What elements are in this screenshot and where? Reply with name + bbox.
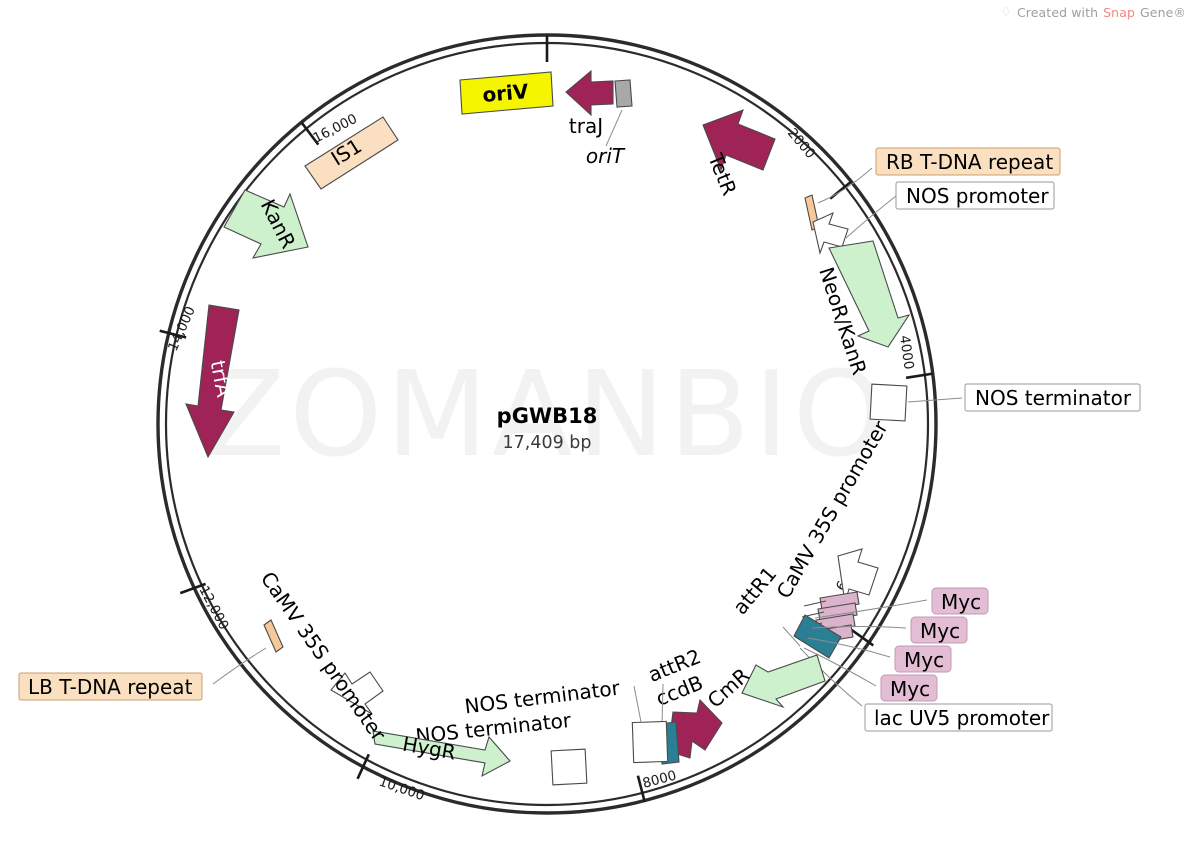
- feature-NOS-terminator-left2[interactable]: [631, 720, 669, 764]
- leader-NOS-terminator-right: [907, 397, 963, 403]
- callout-label-LB: LB T-DNA repeat: [28, 675, 193, 699]
- tick-marks: [159, 35, 934, 803]
- leader-oriT: [605, 109, 623, 147]
- attribution-brand-gene: Gene®: [1140, 5, 1186, 20]
- feature-NOS-terminator-left1[interactable]: [550, 748, 588, 786]
- tick-label-2000: 2000: [784, 125, 818, 162]
- feature-LB-mark[interactable]: [263, 619, 284, 653]
- callout-label-NOS-terminator-right: NOS terminator: [975, 386, 1132, 410]
- watermark-text: ZOMANBIO: [204, 345, 889, 483]
- tick-label-10000: 10,000: [377, 774, 427, 805]
- feature-KanR[interactable]: KanR: [223, 189, 309, 259]
- feature-label-CaMV35S-left: CaMV 35S promoter: [256, 567, 391, 746]
- droplet-icon: ♢: [1000, 5, 1012, 20]
- plasmid-size: 17,409 bp: [502, 433, 591, 453]
- leader-RB: [817, 167, 873, 204]
- leaders-myc: [803, 599, 928, 687]
- feature-label-traJ: traJ: [569, 114, 603, 138]
- feature-CaMV35S-left[interactable]: CaMV 35S promoter: [256, 567, 391, 746]
- callout-label-lacUV5: lac UV5 promoter: [874, 706, 1050, 730]
- feature-NOS-terminator-right[interactable]: [869, 383, 908, 422]
- callout-myc-3[interactable]: Myc: [894, 645, 952, 673]
- feature-oriT[interactable]: [614, 79, 633, 108]
- callout-label-myc-3: Myc: [904, 648, 944, 672]
- feature-HygR[interactable]: HygR: [372, 730, 511, 778]
- feature-oriV[interactable]: oriV: [459, 71, 554, 115]
- snapgene-attribution: ♢ Created with Snap Gene®: [1000, 5, 1186, 20]
- callout-label-NOS-promoter: NOS promoter: [906, 184, 1049, 208]
- plasmid-name: pGWB18: [497, 404, 598, 428]
- feature-IS1[interactable]: IS1: [304, 116, 399, 190]
- callout-LB-T-DNA-repeat[interactable]: LB T-DNA repeat: [18, 672, 203, 701]
- callout-label-myc-1: Myc: [941, 590, 981, 614]
- attribution-brand-snap: Snap: [1103, 5, 1135, 20]
- leader-NOS-terminator-left2: [633, 685, 642, 723]
- leader-LB: [212, 647, 267, 685]
- callout-NOS-terminator-right[interactable]: NOS terminator: [964, 383, 1141, 412]
- feature-TetR[interactable]: TetR: [702, 109, 776, 199]
- callout-myc-1[interactable]: Myc: [931, 587, 989, 615]
- feature-traJ[interactable]: [565, 69, 614, 117]
- callout-myc-2[interactable]: Myc: [910, 616, 968, 644]
- leader-attR2: [661, 683, 664, 725]
- callout-label-myc-4: Myc: [890, 677, 930, 701]
- leader-NOS-promoter: [845, 195, 897, 239]
- callout-label-RB: RB T-DNA repeat: [886, 150, 1053, 174]
- leader-attR1: [782, 626, 801, 647]
- leader-lacUV5: [799, 647, 863, 707]
- feature-NOS-promoter[interactable]: [812, 211, 849, 255]
- callout-RB-T-DNA-repeat[interactable]: RB T-DNA repeat: [875, 147, 1061, 176]
- callout-label-myc-2: Myc: [920, 619, 960, 643]
- feature-trfA[interactable]: trfA: [185, 304, 240, 459]
- callout-NOS-promoter[interactable]: NOS promoter: [895, 181, 1055, 210]
- feature-label-oriV: oriV: [481, 79, 529, 107]
- feature-label-oriT: oriT: [586, 144, 626, 168]
- callout-lac-UV5-promoter[interactable]: lac UV5 promoter: [864, 703, 1053, 732]
- callout-myc-4[interactable]: Myc: [880, 674, 938, 702]
- attribution-prefix: Created with: [1016, 5, 1099, 20]
- tick-label-4000: 4000: [896, 334, 917, 370]
